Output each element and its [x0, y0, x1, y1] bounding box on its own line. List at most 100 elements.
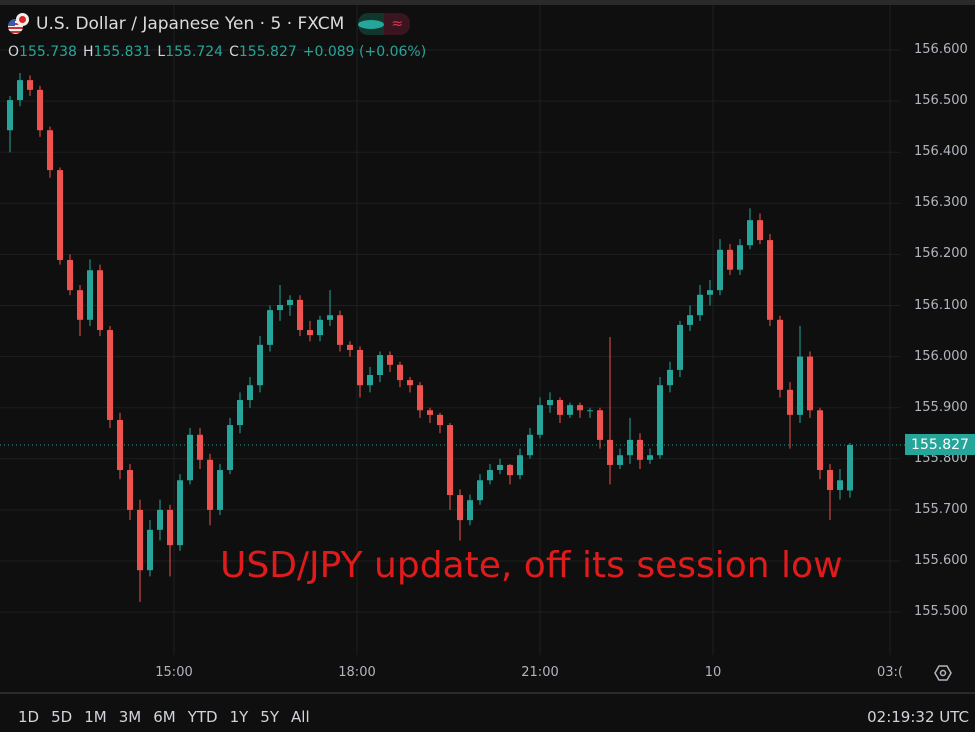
- candle-body: [27, 80, 33, 90]
- candle-body: [697, 294, 703, 316]
- candle-body: [607, 439, 613, 465]
- candle-body: [557, 400, 563, 415]
- candle-body: [397, 364, 403, 381]
- candle-body: [727, 249, 733, 270]
- low-label: L: [157, 44, 166, 60]
- candle-body: [387, 355, 393, 365]
- range-button-3m[interactable]: 3M: [118, 708, 142, 726]
- toolbar-divider: [0, 692, 975, 694]
- candle-body: [57, 170, 63, 261]
- candle-body: [187, 434, 193, 481]
- price-tick-label: 156.600: [914, 42, 968, 57]
- range-selector: 1D 5D 1M 3M 6M YTD 1Y 5Y All: [18, 708, 310, 726]
- candle-body: [167, 509, 173, 546]
- time-tick-label: 18:00: [338, 665, 376, 680]
- time-tick-label: 03:(: [877, 665, 903, 680]
- candle-body: [597, 410, 603, 440]
- range-button-1d[interactable]: 1D: [18, 708, 40, 726]
- range-button-all[interactable]: All: [291, 708, 310, 726]
- candle-body: [637, 439, 643, 460]
- candle-body: [177, 480, 183, 546]
- candle-body: [687, 315, 693, 325]
- candle-body: [7, 100, 13, 131]
- time-tick-label: 15:00: [155, 665, 193, 680]
- candle-body: [767, 240, 773, 320]
- candle-body: [717, 249, 723, 291]
- candle-body: [797, 356, 803, 415]
- candle-body: [467, 500, 473, 521]
- price-tick-label: 156.300: [914, 195, 968, 211]
- currency-flag-icon: [8, 13, 30, 35]
- close-value: 155.827: [238, 44, 297, 60]
- candle-body: [117, 419, 123, 471]
- candle-body: [247, 385, 253, 401]
- candle-body: [317, 319, 323, 336]
- candle-body: [517, 455, 523, 476]
- candle-body: [527, 434, 533, 456]
- candle-body: [127, 470, 133, 510]
- candle-body: [157, 509, 163, 530]
- candle-body: [297, 299, 303, 331]
- chart-annotation: USD/JPY update, off its session low: [220, 545, 843, 586]
- candle-body: [487, 470, 493, 481]
- candle-body: [827, 470, 833, 490]
- close-label: C: [229, 44, 239, 60]
- candle-body: [757, 220, 763, 241]
- candle-body: [837, 480, 843, 490]
- candle-body: [817, 410, 823, 471]
- candle-body: [477, 480, 483, 501]
- time-tick-label: 21:00: [521, 665, 559, 680]
- candle-body: [237, 400, 243, 426]
- candle-body: [17, 80, 23, 101]
- utc-clock[interactable]: 02:19:32 UTC: [867, 708, 969, 726]
- symbol-title[interactable]: U.S. Dollar / Japanese Yen · 5 · FXCM: [36, 14, 345, 34]
- range-button-6m[interactable]: 6M: [153, 708, 176, 726]
- market-open-dot-icon: [358, 19, 385, 29]
- candle-body: [667, 369, 673, 386]
- price-chart[interactable]: [0, 0, 975, 692]
- range-button-5y[interactable]: 5Y: [260, 708, 280, 726]
- candle-body: [777, 319, 783, 390]
- candle-body: [567, 405, 573, 415]
- candle-body: [67, 260, 73, 291]
- price-tick-label: 155.700: [914, 501, 968, 517]
- price-tick-label: 155.500: [914, 604, 968, 620]
- status-pill[interactable]: ≈: [358, 13, 411, 35]
- price-tick-label: 156.000: [914, 348, 968, 364]
- candle-body: [97, 270, 103, 331]
- window-top-border: [0, 0, 975, 5]
- high-label: H: [82, 44, 94, 60]
- candle-body: [227, 425, 233, 471]
- price-tick-label: 155.600: [914, 553, 968, 568]
- candle-body: [377, 355, 383, 375]
- open-value: 155.738: [19, 44, 77, 60]
- range-button-1y[interactable]: 1Y: [229, 708, 249, 726]
- data-delay-icon: ≈: [384, 13, 411, 35]
- candle-body: [537, 405, 543, 435]
- candle-body: [347, 344, 353, 350]
- price-tick-label: 156.400: [914, 144, 968, 160]
- candle-body: [737, 245, 743, 270]
- price-tick-label: 156.500: [914, 93, 968, 109]
- candle-body: [77, 290, 83, 320]
- candle-body: [37, 89, 43, 131]
- change-value: +0.089 (+0.06%): [302, 44, 427, 60]
- settings-gear-icon[interactable]: [934, 664, 952, 682]
- candle-body: [657, 385, 663, 456]
- range-button-5d[interactable]: 5D: [51, 708, 73, 726]
- candle-body: [87, 270, 93, 320]
- candle-body: [617, 455, 623, 465]
- range-button-1m[interactable]: 1M: [84, 708, 107, 726]
- price-tick-label: 156.200: [914, 246, 968, 262]
- candle-body: [307, 330, 313, 336]
- candle-body: [367, 374, 373, 386]
- candle-body: [417, 385, 423, 411]
- candle-body: [587, 410, 593, 412]
- candle-body: [327, 315, 333, 320]
- candle-body: [497, 464, 503, 471]
- symbol-header: U.S. Dollar / Japanese Yen · 5 · FXCM ≈: [8, 13, 411, 35]
- candle-body: [107, 330, 113, 420]
- candle-body: [207, 459, 213, 510]
- candle-body: [407, 380, 413, 386]
- range-button-ytd[interactable]: YTD: [187, 708, 218, 726]
